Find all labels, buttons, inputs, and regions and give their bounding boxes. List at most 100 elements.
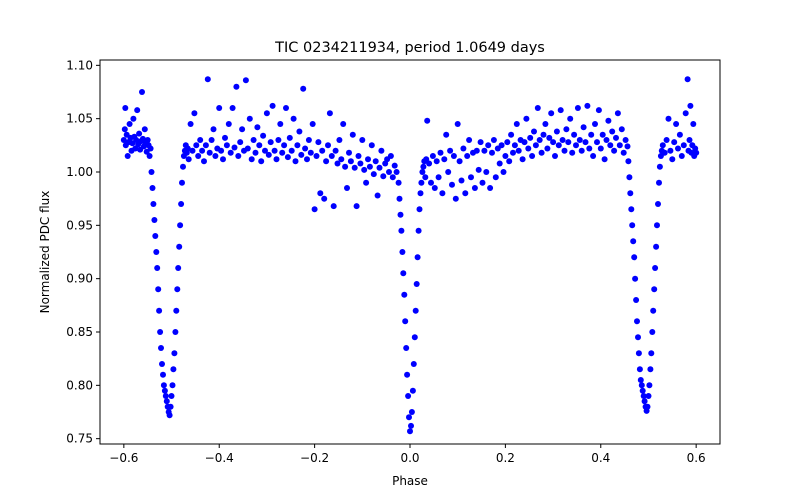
data-point (279, 149, 286, 156)
data-point (423, 156, 430, 163)
data-point (665, 115, 672, 122)
data-point (277, 121, 284, 127)
data-point (347, 158, 354, 165)
y-tick-label: 0.80 (66, 378, 93, 392)
data-point (500, 169, 507, 175)
data-point (656, 179, 662, 186)
data-point (592, 121, 598, 127)
data-point (290, 115, 297, 122)
data-point (552, 153, 558, 159)
data-point (173, 307, 180, 314)
data-point (607, 142, 614, 149)
data-point (686, 137, 693, 143)
data-point (206, 149, 213, 156)
data-point (580, 124, 587, 131)
data-point (466, 137, 473, 143)
data-point (412, 307, 419, 314)
data-point (567, 115, 574, 122)
data-point (498, 142, 505, 149)
data-point (271, 147, 278, 154)
data-point (422, 174, 429, 181)
data-point (548, 110, 555, 117)
data-point (222, 134, 228, 141)
data-point (616, 142, 623, 149)
data-point (511, 142, 518, 149)
data-point (197, 137, 204, 143)
data-point (456, 158, 463, 165)
data-point (637, 377, 644, 383)
data-point (263, 110, 270, 117)
data-point (590, 153, 597, 159)
data-point (622, 137, 629, 143)
chart-title: TIC 0234211934, period 1.0649 days (274, 40, 545, 56)
data-point (529, 153, 536, 159)
data-point (483, 169, 490, 175)
data-point (682, 110, 689, 117)
data-point (506, 158, 513, 165)
data-point (372, 158, 379, 165)
data-point (487, 185, 494, 191)
x-tick-label: −0.2 (300, 451, 329, 465)
data-point (389, 174, 396, 181)
data-point (398, 227, 405, 234)
data-point (502, 153, 509, 159)
data-point (426, 160, 433, 167)
data-point (323, 158, 330, 165)
data-point (338, 156, 345, 163)
data-point (582, 139, 589, 146)
y-tick-label: 1.05 (66, 112, 93, 126)
data-point (627, 190, 634, 197)
data-point (680, 142, 687, 149)
data-point (433, 158, 440, 165)
data-point (151, 217, 158, 223)
data-point (212, 153, 219, 159)
data-point (445, 169, 452, 175)
data-point (519, 156, 526, 163)
data-point (229, 105, 236, 111)
data-point (584, 102, 591, 109)
data-point (406, 414, 412, 421)
data-point (458, 177, 465, 184)
data-point (408, 409, 415, 415)
data-point (120, 137, 127, 143)
x-tick-label: −0.6 (109, 451, 138, 465)
data-point (307, 149, 314, 156)
data-point (185, 156, 192, 163)
data-point (586, 145, 593, 152)
data-point (675, 145, 681, 152)
data-point (159, 361, 165, 367)
data-point (208, 137, 215, 143)
data-point (267, 139, 274, 146)
data-point (315, 139, 322, 146)
data-point (328, 153, 335, 159)
data-point (366, 163, 373, 170)
data-point (687, 102, 694, 109)
data-point (340, 121, 347, 127)
data-point (283, 105, 289, 111)
data-point (139, 135, 146, 142)
data-point (595, 107, 602, 114)
data-point (626, 174, 633, 181)
y-tick-label: 1.10 (66, 58, 93, 72)
data-point (403, 345, 410, 351)
data-point (597, 145, 604, 152)
data-point (647, 366, 654, 373)
data-point (636, 366, 643, 373)
data-point (416, 206, 423, 213)
data-point (513, 121, 520, 127)
data-point (443, 131, 450, 138)
data-point (260, 132, 267, 139)
data-point (661, 149, 668, 156)
data-point (508, 131, 515, 138)
data-point (258, 158, 265, 165)
data-point (284, 154, 291, 161)
data-point (281, 142, 288, 149)
data-point (649, 329, 656, 335)
data-point (167, 403, 174, 410)
data-point (330, 203, 337, 210)
data-point (614, 110, 621, 117)
data-point (639, 387, 646, 394)
data-point (184, 145, 191, 152)
data-point (233, 83, 240, 90)
data-point (628, 206, 635, 213)
